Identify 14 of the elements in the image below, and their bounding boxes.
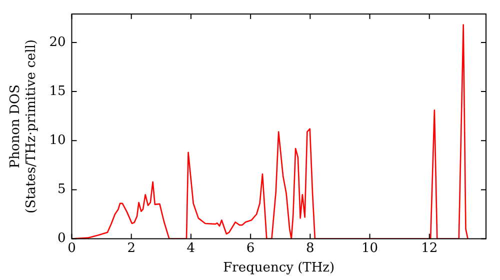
y-tick-label: 0 — [57, 231, 66, 246]
x-tick-label: 12 — [421, 240, 438, 256]
y-axis-title: Phonon DOS (States/THz·primitive cell) — [8, 39, 39, 214]
x-axis-title: Frequency (THz) — [223, 260, 335, 276]
x-tick-label: 6 — [246, 240, 255, 256]
y-tick-label: 20 — [49, 34, 66, 50]
y-tick-label: 10 — [49, 133, 66, 148]
x-tick-label: 4 — [186, 240, 196, 256]
y-tick-label: 5 — [57, 182, 66, 198]
x-tick-label: 2 — [127, 240, 136, 256]
y-tick-label: 15 — [49, 84, 66, 99]
x-tick-label: 10 — [361, 240, 378, 256]
x-tick-label: 0 — [68, 240, 76, 256]
x-tick-label: 8 — [306, 240, 314, 256]
